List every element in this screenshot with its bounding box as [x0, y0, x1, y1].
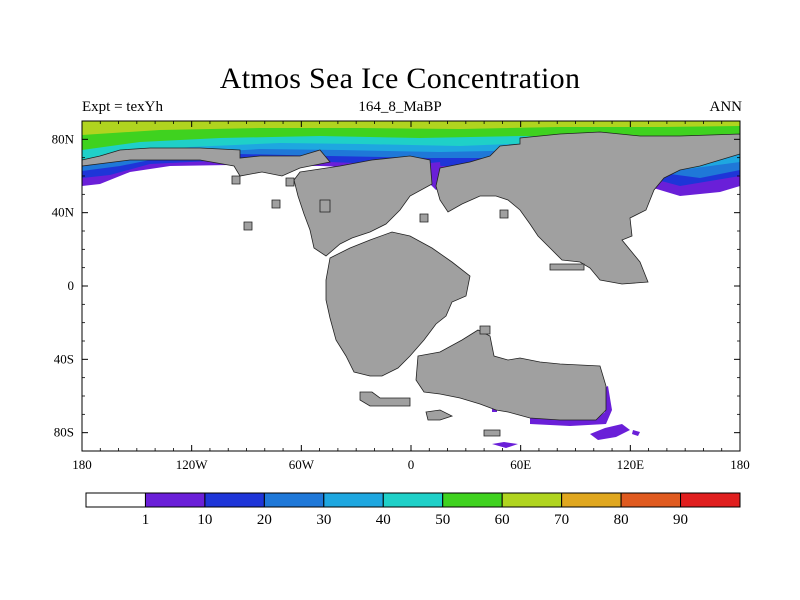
y-tick-label: 80S — [54, 425, 74, 440]
colorbar-label: 60 — [495, 512, 510, 528]
ice-patch-south-east — [590, 424, 630, 440]
season-label: ANN — [709, 99, 743, 115]
x-tick-label: 120W — [176, 457, 209, 472]
colorbar-label: 50 — [435, 512, 450, 528]
colorbar-label: 80 — [614, 512, 629, 528]
land-island-e — [271, 199, 281, 209]
land-asia — [435, 131, 741, 285]
colorbar-swatch — [561, 492, 622, 508]
land-island-h — [549, 263, 585, 271]
land-island-j — [419, 213, 429, 223]
colorbar-swatch — [382, 492, 444, 508]
colorbar-swatch — [144, 492, 206, 508]
colorbar-swatch — [501, 492, 563, 508]
land-masses — [81, 131, 741, 437]
land-southern-continent — [415, 329, 607, 421]
y-tick-label: 80N — [52, 131, 75, 146]
colorbar-swatch — [204, 492, 265, 508]
time-label: 164_8_MaBP — [358, 99, 442, 115]
colorbar-label: 20 — [257, 512, 272, 528]
experiment-label: Expt = texYh — [82, 99, 163, 115]
land-island-a — [359, 391, 411, 407]
map-title: Atmos Sea Ice Concentration — [219, 62, 581, 95]
y-tick-label: 40S — [54, 351, 74, 366]
colorbar-label: 40 — [376, 512, 391, 528]
land-central-africa — [325, 231, 471, 377]
land-island-l — [285, 177, 295, 187]
colorbar-swatch — [442, 492, 503, 508]
y-tick-label: 40N — [52, 205, 75, 220]
land-island-c — [483, 429, 501, 437]
land-island-f — [319, 199, 331, 213]
colorbar-swatch — [620, 492, 682, 508]
colorbar-swatch — [85, 492, 146, 508]
colorbar-label: 30 — [316, 512, 331, 528]
colorbar-label: 1 — [142, 512, 150, 528]
land-island-d — [243, 221, 253, 231]
land-island-i — [499, 209, 509, 219]
ice-patch-small-a — [632, 430, 640, 436]
colorbar-label: 70 — [554, 512, 569, 528]
x-tick-label: 180 — [72, 457, 92, 472]
land-north-west — [81, 147, 331, 177]
colorbar-label: 90 — [673, 512, 688, 528]
land-island-b — [425, 409, 454, 421]
x-tick-label: 60W — [289, 457, 315, 472]
colorbar-swatch — [323, 492, 384, 508]
land-island-k — [231, 175, 241, 185]
ice-band-60-70 — [82, 121, 740, 135]
ice-patch-small-b — [492, 442, 518, 448]
colorbar-swatch — [263, 492, 325, 508]
x-tick-label: 180 — [730, 457, 750, 472]
axis-ticks: 180 120W 60W 0 60E 120E 180 80N 40N 0 40S 80S — [52, 120, 750, 472]
colorbar: 1 10 20 30 40 50 60 70 80 90 — [85, 492, 741, 528]
x-tick-label: 60E — [510, 457, 531, 472]
land-island-g — [479, 325, 491, 335]
x-tick-label: 0 — [408, 457, 415, 472]
x-tick-label: 120E — [617, 457, 645, 472]
y-tick-label: 0 — [68, 278, 75, 293]
land-northern-continent — [293, 155, 433, 257]
colorbar-label: 10 — [197, 512, 212, 528]
colorbar-swatch — [680, 492, 741, 508]
